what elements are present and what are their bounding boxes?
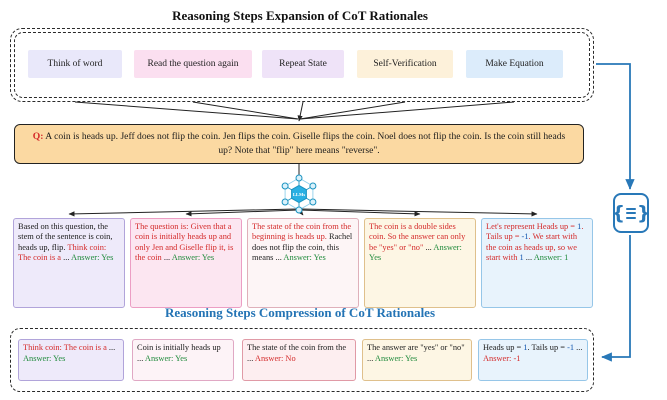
llm-network-icon: LLMs <box>281 174 317 214</box>
compress-icon-left-brace: { <box>611 201 625 224</box>
compressed-box-1: Think coin: The coin is a ... Answer: Ye… <box>18 339 124 381</box>
strategies-container <box>10 28 594 102</box>
rationale-box-4: The coin is a double sides coin. So the … <box>364 218 476 308</box>
strategy-box-make-equation: Make Equation <box>466 50 563 78</box>
compress-icon-lines <box>626 207 636 219</box>
compress-icon: { } <box>611 193 651 233</box>
compressed-box-4: The answer are "yes" or "no" ... Answer:… <box>362 339 472 381</box>
compression-title: Reasoning Steps Compression of CoT Ratio… <box>164 305 436 320</box>
compressed-box-5: Heads up = 1. Tails up = -1 ... Answer: … <box>478 339 588 381</box>
compressed-box-2: Coin is initially heads up ... Answer: Y… <box>132 339 234 381</box>
compress-icon-right-brace: } <box>637 201 651 224</box>
question-box: Q: A coin is heads up. Jeff does not fli… <box>14 124 584 164</box>
strategy-box-repeat-state: Repeat State <box>262 50 344 78</box>
rationale-box-3: The state of the coin from the beginning… <box>247 218 359 308</box>
llm-label: LLMs <box>293 192 305 197</box>
fan-in-lines <box>74 101 515 122</box>
question-text: Q: A coin is heads up. Jeff does not fli… <box>29 130 569 158</box>
question-body: A coin is heads up. Jeff does not flip t… <box>43 131 566 156</box>
rationale-box-2: The question is: Given that a coin is in… <box>130 218 242 308</box>
compressed-container <box>10 328 594 392</box>
strategy-box-think-of-word: Think of word <box>28 50 122 78</box>
expansion-title: Reasoning Steps Expansion of CoT Rationa… <box>172 8 428 23</box>
question-prefix: Q: <box>32 131 44 143</box>
compressed-box-3: The state of the coin from the ... Answe… <box>242 339 356 381</box>
rationale-box-5: Let's represent Heads up = 1. Tails up =… <box>481 218 593 308</box>
strategy-box-self-verification: Self-Verification <box>357 50 453 78</box>
rationale-box-1: Based on this question, the stem of the … <box>13 218 125 308</box>
strategy-box-read-again: Read the question again <box>134 50 252 78</box>
